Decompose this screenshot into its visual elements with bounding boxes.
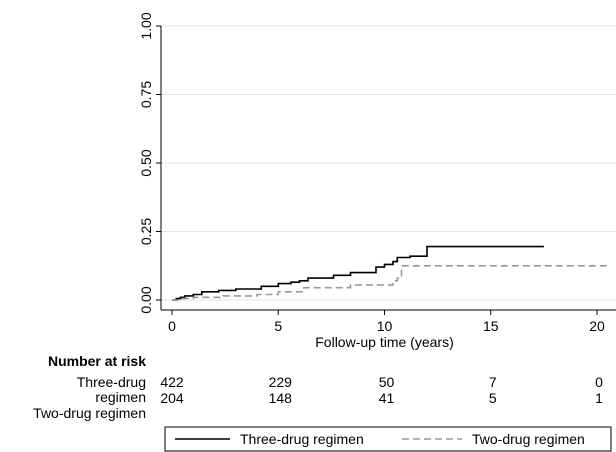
risk-value-1-4: 1 [595, 390, 603, 406]
risk-value-1-0: 204 [160, 390, 184, 406]
risk-value-0-3: 7 [489, 374, 497, 390]
series-line-1 [172, 265, 610, 301]
y-tick-label-3: 0.75 [138, 81, 154, 108]
grid-lines [161, 25, 616, 301]
risk-row-label-0-1: regimen [95, 389, 146, 405]
y-tick-label-1: 0.25 [138, 218, 154, 245]
risk-row-label-1-0: Two-drug regimen [33, 405, 146, 421]
series-line-0 [172, 245, 544, 301]
risk-value-0-1: 229 [269, 374, 293, 390]
y-axis-ticks: 0.00 0.25 0.50 0.75 1.00 [138, 12, 161, 314]
risk-value-0-2: 50 [379, 374, 395, 390]
x-axis-ticks: 0 5 10 15 20 [168, 310, 605, 334]
x-tick-label-2: 10 [377, 318, 393, 334]
risk-value-1-1: 148 [269, 390, 293, 406]
legend-box [164, 426, 612, 452]
risk-value-1-3: 5 [489, 390, 497, 406]
x-tick-label-1: 5 [274, 318, 282, 334]
x-tick-label-3: 15 [483, 318, 499, 334]
series-lines [172, 245, 610, 301]
x-tick-label-0: 0 [168, 318, 176, 334]
y-tick-label-4: 1.00 [138, 12, 154, 39]
y-tick-label-2: 0.50 [138, 149, 154, 176]
risk-value-0-0: 422 [160, 374, 184, 390]
legend-label-two-drug: Two-drug regimen [472, 431, 585, 447]
risk-table-title: Number at risk [48, 353, 146, 369]
x-axis-title: Follow-up time (years) [315, 334, 453, 350]
y-tick-label-0: 0.00 [138, 286, 154, 313]
axes [160, 26, 616, 311]
risk-row-label-0-0: Three-drug [77, 374, 146, 390]
risk-value-1-2: 41 [379, 390, 395, 406]
x-tick-label-4: 20 [589, 318, 605, 334]
legend-label-three-drug: Three-drug regimen [240, 431, 364, 447]
risk-value-0-4: 0 [595, 374, 603, 390]
legend: Three-drug regimen Two-drug regimen [164, 426, 612, 452]
